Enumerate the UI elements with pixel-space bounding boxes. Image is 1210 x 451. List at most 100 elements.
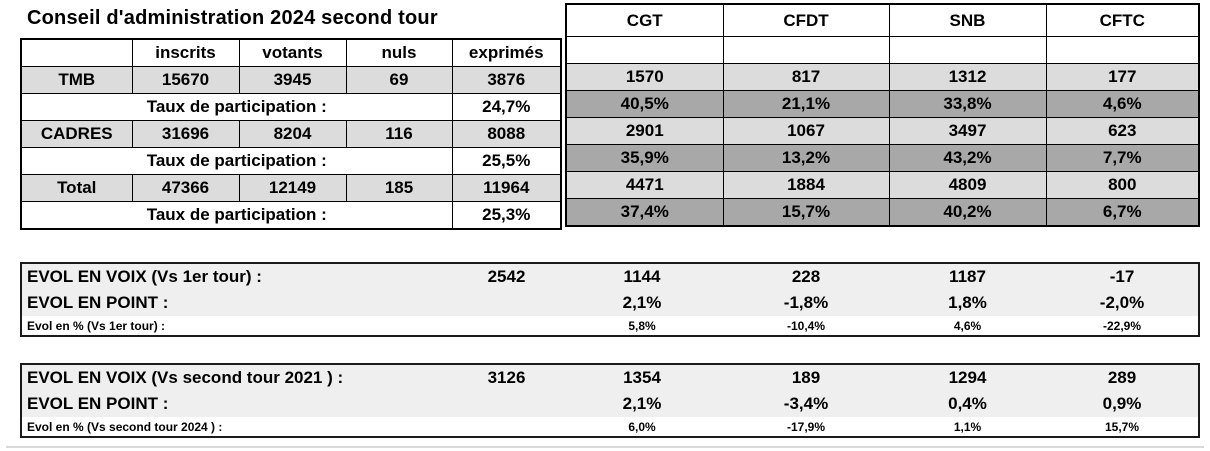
- empty-cell: [888, 36, 1047, 64]
- participation-row: Taux de participation : 25,5%: [20, 147, 562, 175]
- cell-pct: 4,6%: [1045, 90, 1200, 118]
- cell-votants: 8204: [238, 120, 347, 148]
- evol-value-cftc: -22,9%: [1102, 318, 1142, 333]
- cell-inscrits: 47366: [131, 174, 240, 202]
- evol-value-cgt: 6,0%: [628, 419, 656, 434]
- evol-percent-row: Evol en % (Vs second tour 2024 ) : 6,0% …: [21, 417, 1199, 437]
- cell-votants: 3945: [238, 66, 347, 94]
- cell-votes: 1884: [722, 171, 890, 199]
- pct-row-tmb: 40,5% 21,1% 33,8% 4,6%: [565, 90, 1200, 118]
- col-header-nuls: nuls: [345, 38, 453, 67]
- cell-votes: 177: [1045, 63, 1200, 91]
- evol-value-cgt: 2,1%: [561, 391, 723, 417]
- col-header-exprimes: exprimés: [451, 38, 562, 67]
- cell-pct: 43,2%: [888, 144, 1047, 172]
- participation-value: 25,3%: [451, 201, 562, 230]
- participation-row: Taux de participation : 25,3%: [20, 201, 562, 230]
- pct-row-cadres: 35,9% 13,2% 43,2% 7,7%: [565, 144, 1200, 172]
- cell-votes: 817: [722, 63, 890, 91]
- cell-exprimes: 11964: [451, 174, 562, 202]
- empty-cell: [1045, 36, 1200, 64]
- evol-total: [452, 316, 561, 336]
- col-header-cfdt: CFDT: [722, 3, 890, 37]
- evol-total: [452, 391, 561, 417]
- cell-pct: 21,1%: [722, 90, 890, 118]
- cell-votes: 1312: [888, 63, 1047, 91]
- evol-value-cfdt: -10,4%: [786, 318, 826, 333]
- evol-value-snb: 1187: [889, 263, 1046, 290]
- evol-point-row: EVOL EN POINT : 2,1% -3,4% 0,4% 0,9%: [21, 391, 1199, 417]
- evol-total: 2542: [452, 263, 561, 290]
- cell-pct: 35,9%: [565, 144, 724, 172]
- row-label: Total: [20, 174, 133, 202]
- col-header-cgt: CGT: [565, 3, 724, 37]
- participation-value: 25,5%: [451, 147, 562, 175]
- evol-value-cftc: 15,7%: [1104, 419, 1140, 434]
- participation-value: 24,7%: [451, 93, 562, 121]
- evol-label: Evol en % (Vs 1er tour) :: [27, 318, 166, 333]
- evol-value-cgt: 5,8%: [628, 318, 656, 333]
- empty-cell: [722, 36, 890, 64]
- votes-row-tmb: 1570 817 1312 177: [565, 63, 1200, 91]
- empty-cell: [565, 36, 724, 64]
- row-label: CADRES: [20, 120, 133, 148]
- unions-table: CGT CFDT SNB CFTC 1570 817 1312 177 40,5…: [565, 3, 1200, 227]
- evol-value-cftc: -17: [1046, 263, 1199, 290]
- cell-pct: 15,7%: [722, 198, 890, 227]
- cell-pct: 7,7%: [1045, 144, 1200, 172]
- bottom-gridline: [6, 446, 1204, 448]
- cell-votes: 623: [1045, 117, 1200, 145]
- cell-pct: 40,2%: [888, 198, 1047, 227]
- evol-label: Evol en % (Vs second tour 2024 ) :: [27, 419, 223, 434]
- evol-voix-row: EVOL EN VOIX (Vs second tour 2021 ) : 31…: [21, 364, 1199, 391]
- cell-exprimes: 3876: [451, 66, 562, 94]
- col-header-inscrits: inscrits: [131, 38, 240, 67]
- evol-value-cgt: 2,1%: [561, 290, 723, 316]
- evol-point-row: EVOL EN POINT : 2,1% -1,8% 1,8% -2,0%: [21, 290, 1199, 316]
- participation-label: Taux de participation :: [20, 201, 453, 230]
- results-header-row: inscrits votants nuls exprimés: [20, 38, 562, 67]
- evol-total: 3126: [452, 364, 561, 391]
- cell-nuls: 69: [345, 66, 453, 94]
- evol-value-cgt: 1144: [561, 263, 723, 290]
- evol-value-cgt: 1354: [561, 364, 723, 391]
- cell-inscrits: 15670: [131, 66, 240, 94]
- col-header-snb: SNB: [888, 3, 1047, 37]
- evol-value-cftc: 0,9%: [1046, 391, 1199, 417]
- col-header-cftc: CFTC: [1045, 3, 1200, 37]
- col-header-votants: votants: [238, 38, 347, 67]
- participation-row: Taux de participation : 24,7%: [20, 93, 562, 121]
- evol-label: EVOL EN POINT :: [21, 391, 452, 417]
- evolution-block-vs-1er-tour: EVOL EN VOIX (Vs 1er tour) : 2542 1144 2…: [20, 262, 1200, 337]
- cell-exprimes: 8088: [451, 120, 562, 148]
- evol-label: EVOL EN VOIX (Vs 1er tour) :: [21, 263, 452, 290]
- corner-cell: [20, 38, 133, 67]
- table-row-tmb: TMB 15670 3945 69 3876: [20, 66, 562, 94]
- table-row-cadres: CADRES 31696 8204 116 8088: [20, 120, 562, 148]
- table-row-total: Total 47366 12149 185 11964: [20, 174, 562, 202]
- cell-nuls: 116: [345, 120, 453, 148]
- participation-label: Taux de participation :: [20, 93, 453, 121]
- evol-value-cfdt: 228: [723, 263, 889, 290]
- cell-nuls: 185: [345, 174, 453, 202]
- evol-total: [452, 417, 561, 437]
- evol-voix-row: EVOL EN VOIX (Vs 1er tour) : 2542 1144 2…: [21, 263, 1199, 290]
- cell-votes: 4471: [565, 171, 724, 199]
- evol-value-cftc: -2,0%: [1046, 290, 1199, 316]
- pct-row-total: 37,4% 15,7% 40,2% 6,7%: [565, 198, 1200, 227]
- results-table: inscrits votants nuls exprimés TMB 15670…: [20, 38, 562, 230]
- cell-pct: 37,4%: [565, 198, 724, 227]
- votes-row-cadres: 2901 1067 3497 623: [565, 117, 1200, 145]
- cell-votes: 800: [1045, 171, 1200, 199]
- cell-votants: 12149: [238, 174, 347, 202]
- cell-votes: 4809: [888, 171, 1047, 199]
- cell-pct: 6,7%: [1045, 198, 1200, 227]
- evol-value-snb: 1,8%: [889, 290, 1046, 316]
- evol-value-cfdt: -1,8%: [723, 290, 889, 316]
- evol-total: [452, 290, 561, 316]
- participation-label: Taux de participation :: [20, 147, 453, 175]
- cell-votes: 3497: [888, 117, 1047, 145]
- cell-votes: 2901: [565, 117, 724, 145]
- page-title: Conseil d'administration 2024 second tou…: [27, 7, 438, 29]
